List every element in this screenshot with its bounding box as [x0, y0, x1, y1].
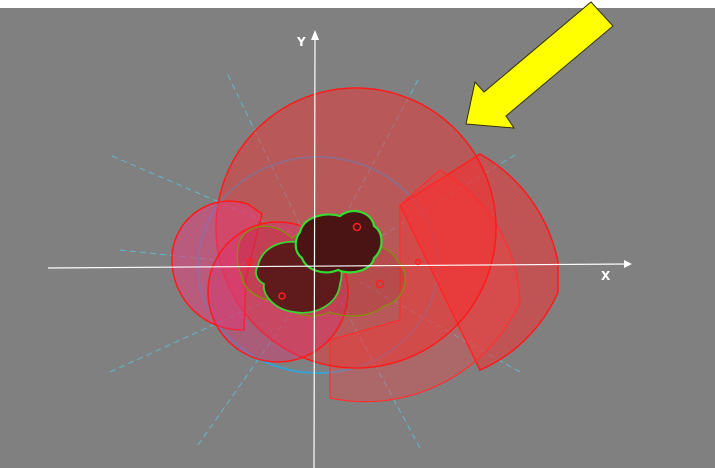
markers [246, 222, 422, 300]
guide-line [111, 155, 299, 237]
axes [47, 35, 629, 468]
guide-line [339, 299, 421, 449]
marker-left [246, 258, 254, 266]
guide-line [227, 74, 301, 226]
marker-right [375, 279, 385, 289]
x-axis-line [47, 263, 629, 269]
yellow-arrow-icon [465, 1, 614, 129]
x-axis-arrowhead [624, 260, 632, 268]
marker-far-right [414, 258, 422, 266]
y-axis-line [313, 35, 316, 468]
guide-line [339, 79, 419, 226]
y-axis-label: Y [296, 35, 306, 49]
marker-lower [278, 292, 286, 300]
intersection-upper [294, 209, 383, 274]
top-white-strip [0, 0, 715, 8]
right-sector-inner [329, 169, 521, 403]
y-axis-arrowhead [311, 30, 319, 40]
x-axis-label: X [601, 269, 611, 283]
right-sector-outer [399, 153, 559, 371]
marker-upper [352, 222, 362, 232]
guide-line [109, 289, 291, 373]
